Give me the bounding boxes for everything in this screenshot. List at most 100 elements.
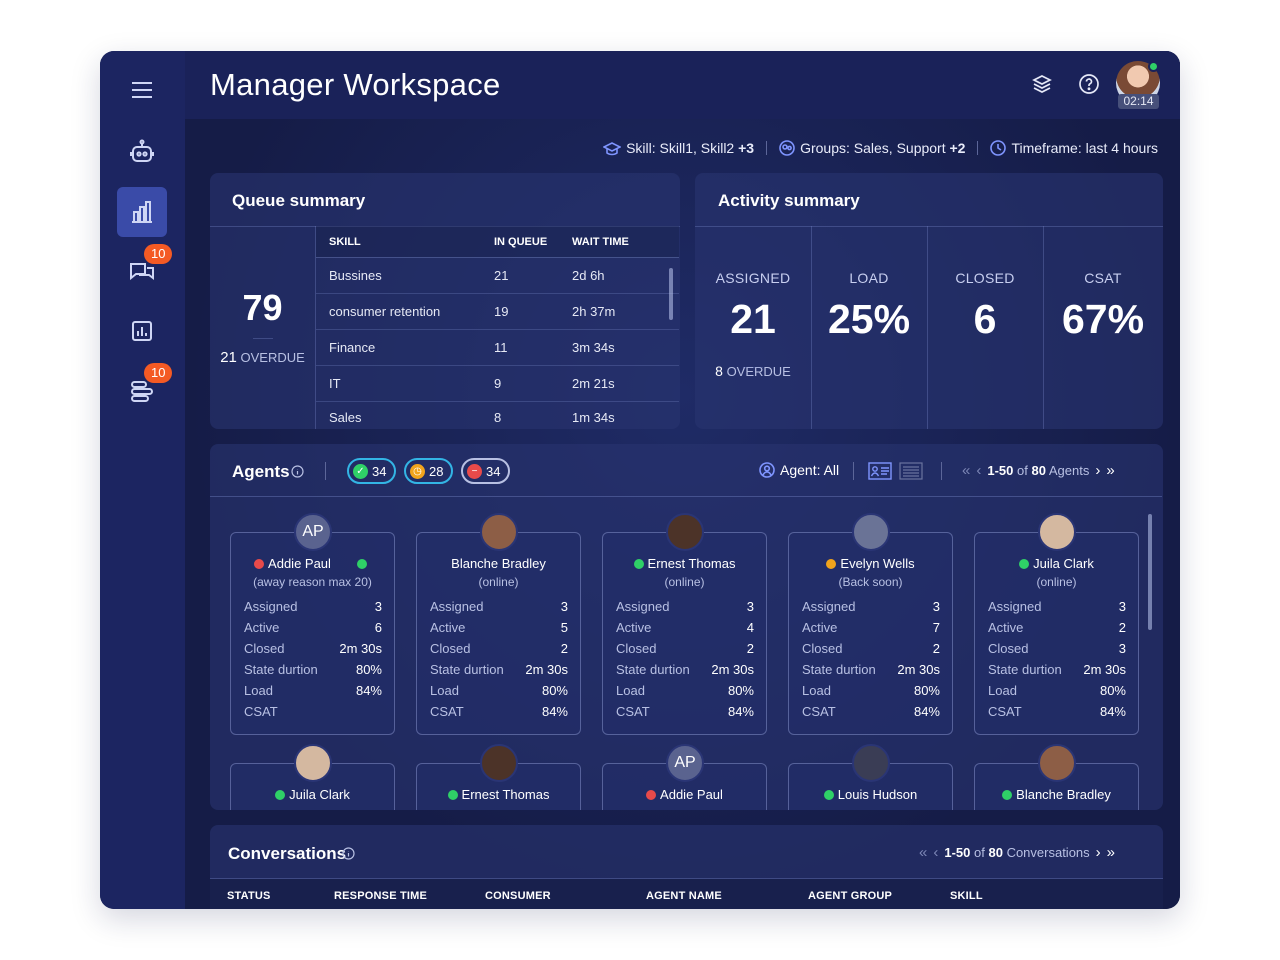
col-agent-group[interactable]: AGENT GROUP xyxy=(808,890,893,902)
agent-name-text: Blanche Bradley xyxy=(451,556,546,571)
agent-card[interactable]: Ernest Thomas xyxy=(416,744,581,810)
sidebar-item-queues[interactable] xyxy=(117,366,167,416)
activity-summary-panel: Activity summary ASSIGNED 21 8 OVERDUE L… xyxy=(695,173,1163,429)
table-row[interactable]: IT 9 2m 21s xyxy=(316,366,679,402)
sidebar-item-dashboard[interactable] xyxy=(117,187,167,237)
busy-count: 34 xyxy=(486,463,501,479)
sidebar-item-conversations[interactable] xyxy=(117,247,167,297)
agent-card[interactable]: AP Addie Paul xyxy=(602,744,767,810)
session-timer: 02:14 xyxy=(1118,94,1159,109)
menu-button[interactable] xyxy=(117,65,167,115)
table-row[interactable]: consumer retention 19 2h 37m xyxy=(316,294,679,330)
queue-scrollbar[interactable] xyxy=(669,268,673,320)
divider xyxy=(315,226,316,429)
col-agent-name[interactable]: AGENT NAME xyxy=(646,890,722,902)
agent-name: Blanche Bradley xyxy=(975,787,1138,802)
timeframe-filter[interactable]: Timeframe: last 4 hours xyxy=(990,140,1158,156)
status-dot-icon xyxy=(826,559,837,569)
main-area: Manager Workspace 02:14 Skill: Skill1, S… xyxy=(185,51,1180,909)
next-page-icon[interactable]: › xyxy=(1095,462,1101,479)
table-row[interactable]: Bussines 21 2d 6h xyxy=(316,258,679,294)
stat-row: State durtion 2m 30s xyxy=(802,662,940,683)
conversations-table-header xyxy=(210,879,1163,909)
list-view-icon[interactable] xyxy=(899,462,923,480)
stat-value: 2 xyxy=(932,641,940,656)
stat-value: 80% xyxy=(727,683,754,698)
agent-name: Addie Paul xyxy=(603,787,766,802)
sidebar-item-bots[interactable] xyxy=(117,127,167,177)
col-skill[interactable]: SKILL xyxy=(329,235,361,248)
last-page-icon[interactable]: » xyxy=(1106,844,1116,861)
col-status[interactable]: STATUS xyxy=(227,890,271,902)
stat-label: State durtion xyxy=(244,662,318,677)
divider xyxy=(210,878,1163,879)
first-page-icon[interactable]: « xyxy=(919,844,928,861)
table-row[interactable]: Finance 11 3m 34s xyxy=(316,330,679,366)
agents-header: Agents ✓ 34 ◷ 28 −34 Agent: All «‹ 1-50 of… xyxy=(210,444,1162,497)
agents-scrollbar[interactable] xyxy=(1148,514,1152,630)
cell-in-queue: 8 xyxy=(494,409,502,425)
stat-value: 84% xyxy=(727,704,754,719)
agent-name-text: Evelyn Wells xyxy=(840,556,915,571)
agent-avatar: AP xyxy=(666,744,704,782)
divider xyxy=(941,462,942,480)
agent-stats: Assigned 3 Active 6 Closed 2m 30s State durtio… xyxy=(244,599,382,725)
agent-filter[interactable]: Agent: All xyxy=(759,462,839,478)
busy-filter-pill[interactable]: −34 xyxy=(461,458,511,484)
stat-label: Assigned xyxy=(988,599,1042,614)
table-row[interactable]: Sales 8 1m 34s xyxy=(316,402,679,429)
stat-label: Load xyxy=(988,683,1017,698)
help-button[interactable] xyxy=(1078,73,1100,100)
agent-card[interactable]: Blanche Bradley (online) Assigned 3 Active 5 C… xyxy=(416,513,581,735)
card-view-icon[interactable] xyxy=(868,462,892,480)
first-page-icon[interactable]: « xyxy=(962,462,971,479)
filter-divider xyxy=(977,141,979,155)
stat-label: LOAD xyxy=(849,270,889,286)
info-icon[interactable] xyxy=(291,465,304,478)
agent-name-text: Juila Clark xyxy=(289,787,350,802)
info-icon[interactable] xyxy=(342,847,355,860)
stat-label: Assigned xyxy=(244,599,298,614)
stat-label: CSAT xyxy=(244,704,278,719)
cell-skill: Finance xyxy=(329,340,376,355)
prev-page-icon[interactable]: ‹ xyxy=(976,462,982,479)
agent-card[interactable]: Evelyn Wells (Back soon) Assigned 3 Active 7 C… xyxy=(788,513,953,735)
agent-card[interactable]: Juila Clark xyxy=(230,744,395,810)
next-page-icon[interactable]: › xyxy=(1095,844,1101,861)
robot-icon xyxy=(130,139,154,162)
queue-table: SKILL IN QUEUE WAIT TIME Bussines 21 2d 6h… xyxy=(316,226,679,429)
stat-value: 21 xyxy=(730,296,776,342)
agents-title: Agents xyxy=(232,462,290,481)
sidebar-item-reports[interactable] xyxy=(117,306,167,356)
agent-name: Evelyn Wells xyxy=(789,556,952,571)
cell-in-queue: 21 xyxy=(494,268,509,283)
agent-card[interactable]: Blanche Bradley xyxy=(974,744,1139,810)
divider xyxy=(210,226,680,227)
cell-skill: Bussines xyxy=(329,268,382,283)
col-skill[interactable]: SKILL xyxy=(950,890,983,902)
bar-chart-icon xyxy=(132,201,152,223)
last-page-icon[interactable]: » xyxy=(1106,462,1115,479)
prev-page-icon[interactable]: ‹ xyxy=(933,844,939,861)
away-filter-pill[interactable]: ◷ 28 xyxy=(404,458,454,484)
col-wait-time[interactable]: WAIT TIME xyxy=(572,235,629,248)
skill-filter[interactable]: Skill: Skill1, Skill2 +3 xyxy=(602,140,754,156)
stat-row: Closed 3 xyxy=(988,641,1126,662)
groups-filter[interactable]: Groups: Sales, Support +2 xyxy=(779,140,965,156)
col-response-time[interactable]: RESPONSE TIME xyxy=(334,890,428,902)
stat-value: 3 xyxy=(560,599,568,614)
stat-row: Load 80% xyxy=(802,683,940,704)
agent-card[interactable]: AP Addie Paul (away reason max 20) Assigned… xyxy=(230,513,395,735)
graduation-cap-icon xyxy=(602,142,622,156)
online-filter-pill[interactable]: ✓ 34 xyxy=(347,458,397,484)
col-in-queue[interactable]: IN QUEUE xyxy=(494,235,548,248)
stat-value: 2m 30s xyxy=(897,662,940,677)
agent-card[interactable]: Louis Hudson xyxy=(788,744,953,810)
agent-card[interactable]: Juila Clark (online) Assigned 3 Active 2 Close… xyxy=(974,513,1139,735)
stat-value: 2 xyxy=(560,641,568,656)
skill-filter-label: Skill: Skill1, Skill2 xyxy=(626,140,735,156)
stat-value: 2m 30s xyxy=(711,662,754,677)
agent-card[interactable]: Ernest Thomas (online) Assigned 3 Active 4 Clo… xyxy=(602,513,767,735)
layers-button[interactable] xyxy=(1031,73,1053,100)
col-consumer[interactable]: CONSUMER xyxy=(485,890,551,902)
